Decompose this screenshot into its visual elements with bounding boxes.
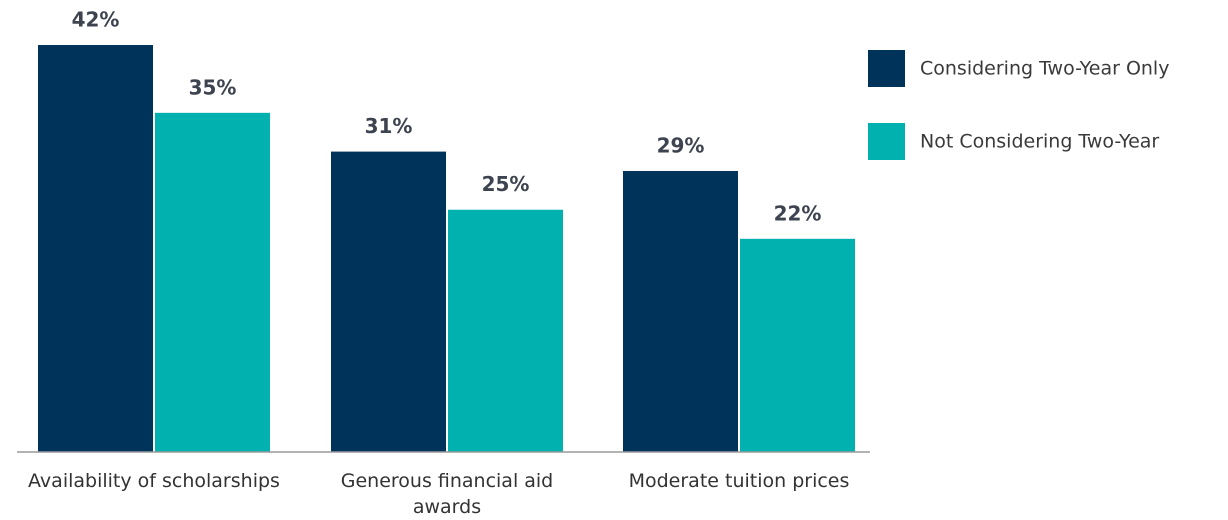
x-tick-label: Availability of scholarships bbox=[28, 470, 280, 492]
bar bbox=[740, 238, 855, 452]
value-label: 42% bbox=[72, 8, 120, 32]
legend-label: Considering Two-Year Only bbox=[920, 58, 1169, 80]
value-label: 25% bbox=[482, 172, 530, 196]
x-tick-label: Generous financial aid awards bbox=[340, 470, 554, 518]
value-label: 22% bbox=[774, 201, 822, 225]
value-label: 35% bbox=[189, 75, 237, 99]
bar bbox=[38, 45, 153, 452]
legend-swatch bbox=[868, 123, 905, 160]
value-label: 29% bbox=[657, 133, 705, 157]
bar bbox=[448, 209, 563, 452]
bar bbox=[155, 112, 270, 452]
legend-swatch bbox=[868, 50, 905, 87]
x-tick-label: Moderate tuition prices bbox=[628, 470, 850, 492]
bar bbox=[331, 151, 446, 452]
legend-label: Not Considering Two-Year bbox=[920, 131, 1159, 153]
value-label: 31% bbox=[365, 114, 413, 138]
bar bbox=[623, 170, 738, 452]
